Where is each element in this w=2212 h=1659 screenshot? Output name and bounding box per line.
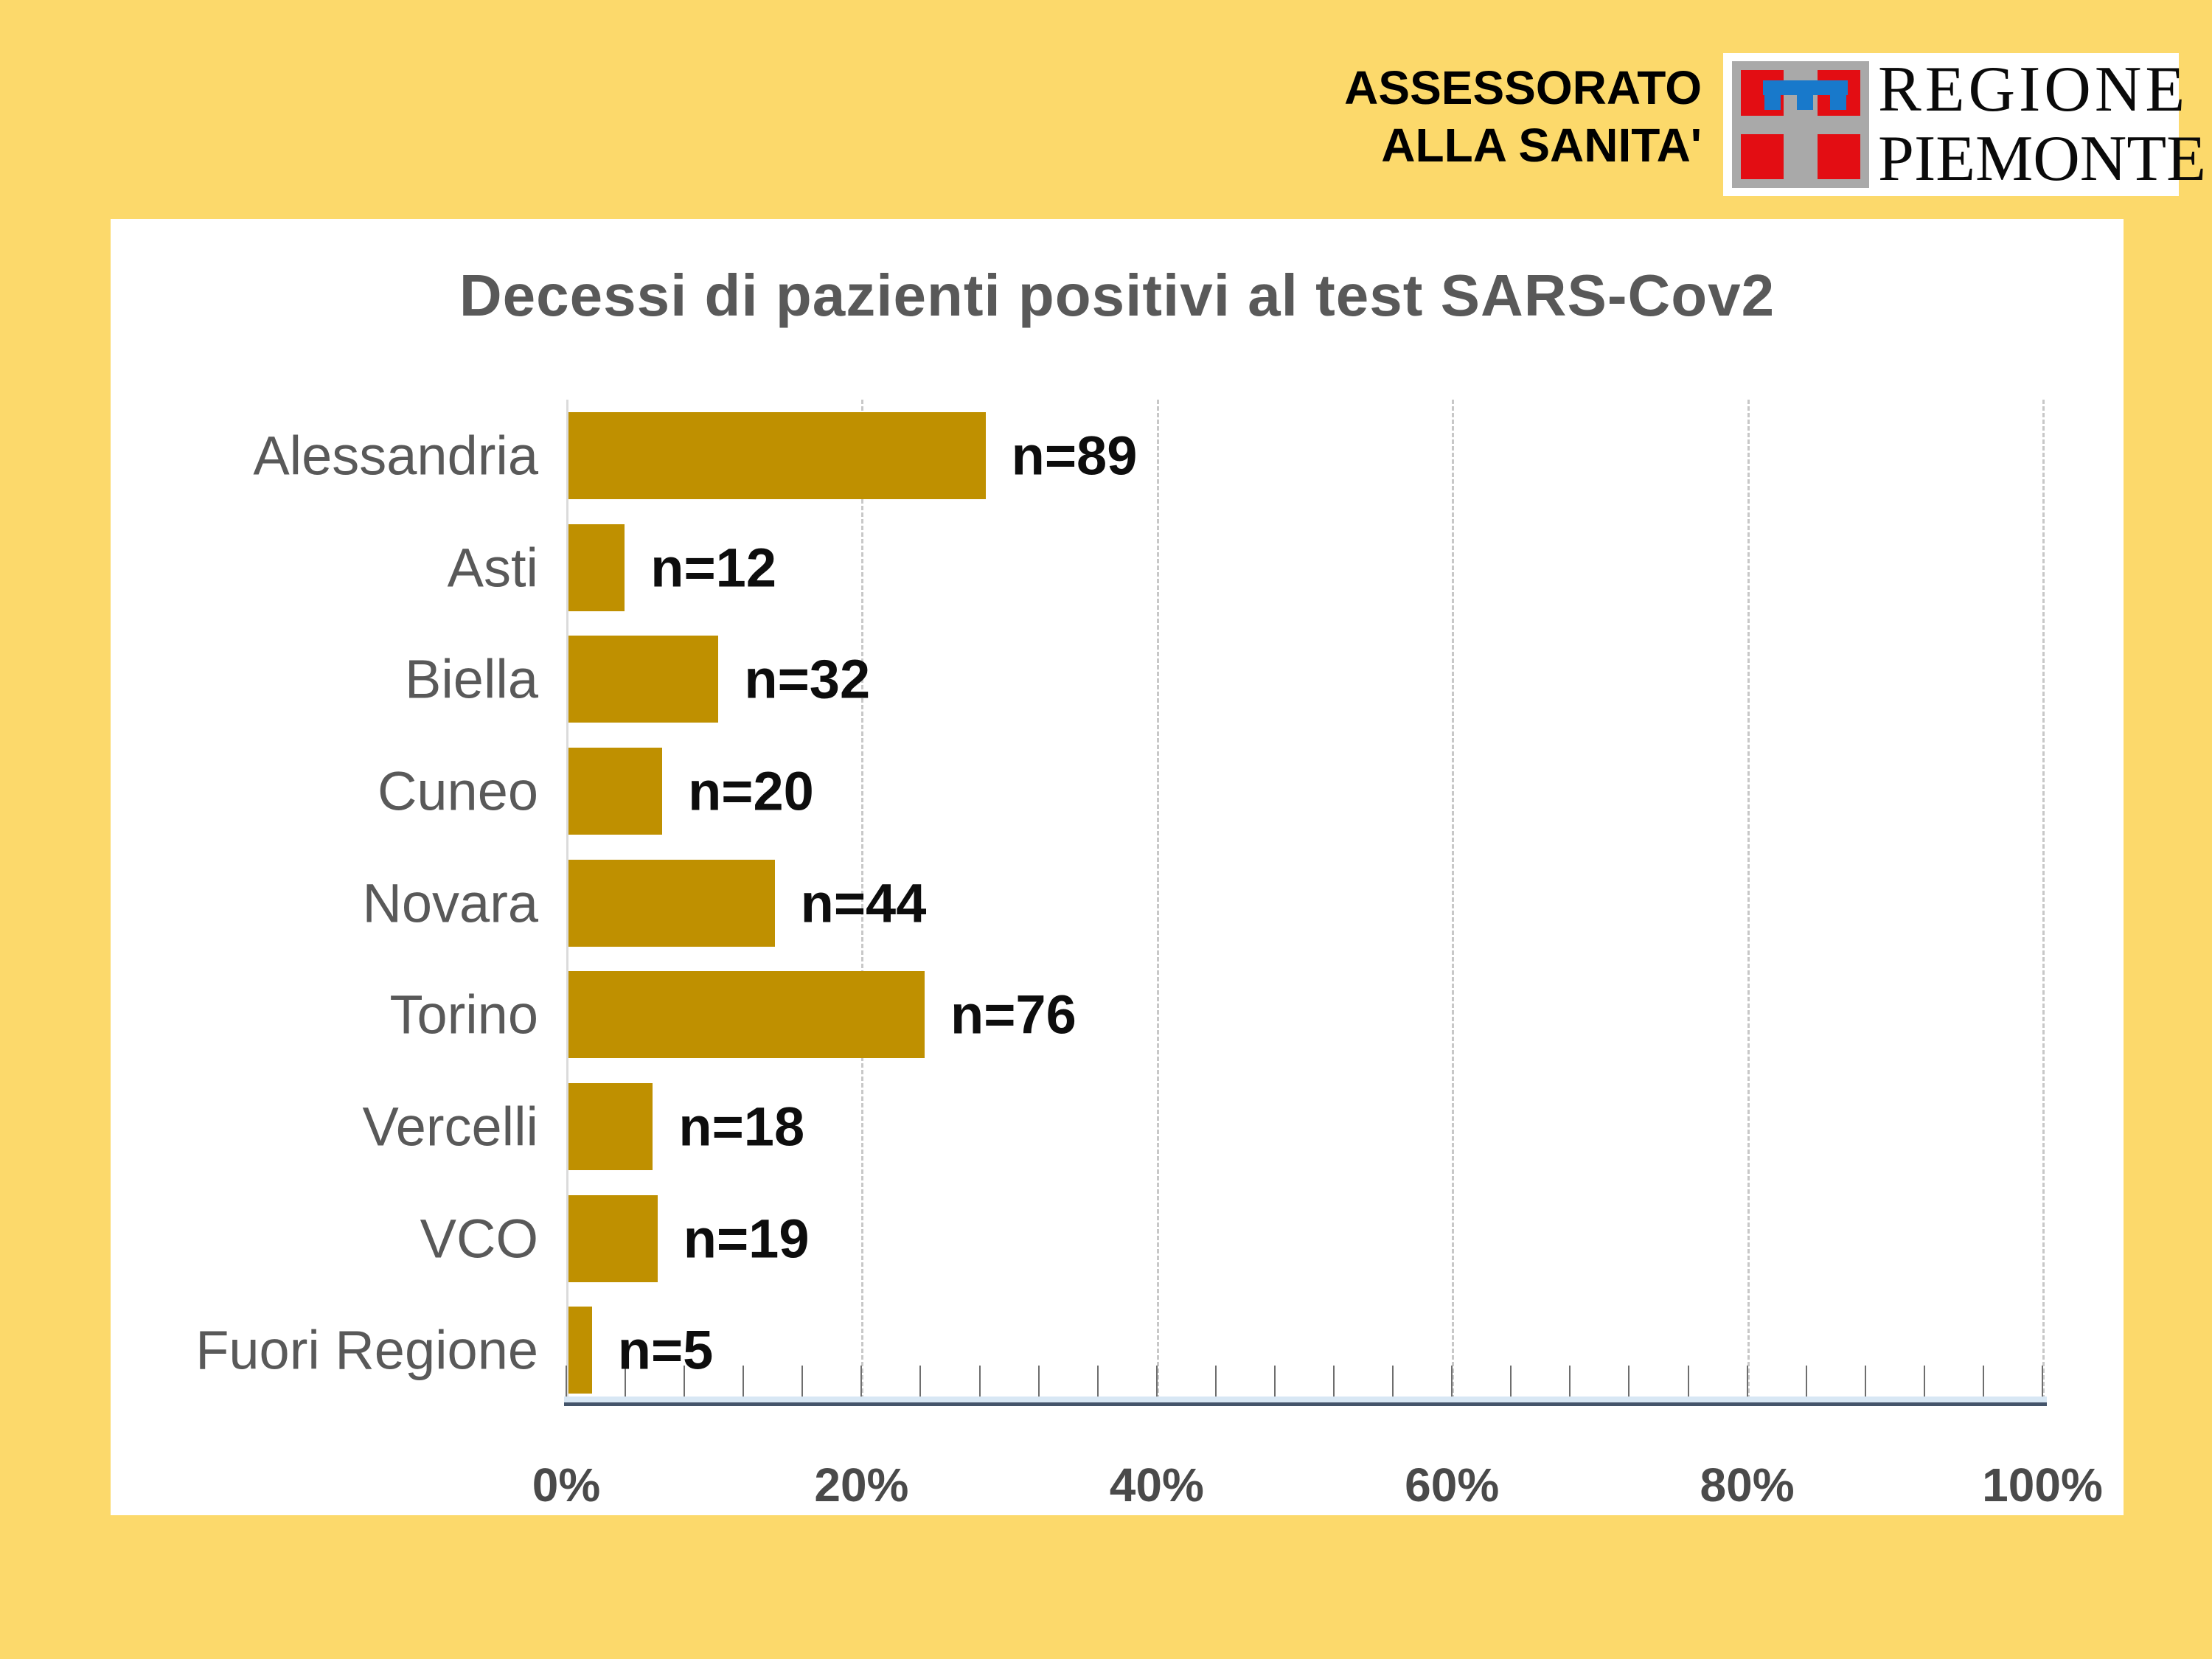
bar-torino — [568, 971, 925, 1059]
axis-tickmark — [801, 1366, 804, 1397]
bar-vco — [568, 1194, 658, 1282]
axis-tickmark — [1392, 1366, 1394, 1397]
axis-tickmark — [1510, 1366, 1512, 1397]
axis-tickmark — [2042, 1366, 2043, 1397]
axis-tickmark — [1333, 1366, 1335, 1397]
x-tick-label-80: 80% — [1700, 1458, 1795, 1512]
chart-panel: Decessi di pazienti positivi al test SAR… — [111, 219, 2124, 1515]
x-tick-label-40: 40% — [1109, 1458, 1204, 1512]
axis-tickmark — [919, 1366, 922, 1397]
axis-tickmark — [1214, 1366, 1217, 1397]
axis-tickmark — [860, 1366, 863, 1397]
axis-tickmark — [1805, 1366, 1807, 1397]
axis-tickmark — [742, 1366, 745, 1397]
x-tick-label-20: 20% — [814, 1458, 909, 1512]
category-label-vco: VCO — [420, 1208, 538, 1269]
value-label: n=89 — [1011, 425, 1138, 487]
axis-tickmark — [978, 1366, 981, 1397]
value-label: n=19 — [683, 1208, 810, 1269]
axis-tickmark — [1096, 1366, 1099, 1397]
axis-tickmark — [1155, 1366, 1158, 1397]
axis-tickmark — [625, 1366, 627, 1397]
value-label: n=18 — [678, 1096, 805, 1158]
major-gridline-20 — [861, 400, 864, 1406]
category-label-alessandria: Alessandria — [253, 425, 538, 487]
chart-title: Decessi di pazienti positivi al test SAR… — [459, 262, 1775, 328]
piemonte-coat-of-arms-icon — [1732, 61, 1869, 188]
bar-asti — [568, 524, 625, 611]
category-label-asti: Asti — [447, 537, 538, 598]
x-tick-label-60: 60% — [1405, 1458, 1500, 1512]
axis-tickmark — [1037, 1366, 1040, 1397]
axis-tickmark — [1864, 1366, 1866, 1397]
bar-novara — [568, 859, 775, 947]
category-label-novara: Novara — [362, 872, 538, 933]
bar-vercelli — [568, 1082, 653, 1170]
axis-tickmark — [1923, 1366, 1925, 1397]
axis-tickmark — [1628, 1366, 1630, 1397]
bar-fuori-regione — [568, 1307, 592, 1394]
value-label: n=32 — [744, 648, 871, 710]
x-axis-line — [564, 1402, 2047, 1406]
axis-zero-line — [566, 400, 568, 1406]
department-header: ASSESSORATO ALLA SANITA' — [1344, 59, 1702, 174]
value-label: n=76 — [950, 984, 1077, 1046]
major-gridline-40 — [1156, 400, 1159, 1406]
axis-tickmark — [1687, 1366, 1689, 1397]
department-header-line1: ASSESSORATO — [1344, 61, 1702, 114]
category-label-biella: Biella — [405, 648, 538, 710]
major-gridline-80 — [1747, 400, 1750, 1406]
value-label: n=44 — [800, 872, 927, 933]
major-gridline-100 — [2042, 400, 2045, 1406]
category-label-cuneo: Cuneo — [377, 760, 538, 822]
category-label-fuori-regione: Fuori Regione — [195, 1319, 538, 1381]
logo-wordmark: REGIONE PIEMONTE — [1878, 55, 2206, 193]
axis-tickmark — [1982, 1366, 1984, 1397]
value-label: n=5 — [617, 1319, 714, 1381]
x-tick-label-100: 100% — [1982, 1458, 2103, 1512]
x-tick-label-0: 0% — [532, 1458, 601, 1512]
bar-cuneo — [568, 747, 663, 835]
axis-tickmark — [1273, 1366, 1276, 1397]
axis-tickmark — [684, 1366, 686, 1397]
axis-tickmark — [1451, 1366, 1453, 1397]
department-header-line2: ALLA SANITA' — [1381, 119, 1702, 172]
logo-wordmark-line1: REGIONE — [1878, 54, 2189, 125]
axis-tickmark — [1569, 1366, 1571, 1397]
logo-wordmark-line2: PIEMONTE — [1878, 123, 2206, 195]
category-label-torino: Torino — [389, 984, 538, 1046]
category-label-vercelli: Vercelli — [362, 1096, 538, 1158]
axis-tickmark — [1746, 1366, 1748, 1397]
axis-tickmark — [566, 1366, 567, 1397]
regione-piemonte-logo: REGIONE PIEMONTE — [1723, 53, 2206, 196]
value-label: n=12 — [650, 537, 776, 598]
x-axis-line-highlight — [564, 1397, 2047, 1402]
plot-area: n=89 n=12 n=32 n=20 n=44 n=76 n=18 n=19 n=5 — [564, 400, 2047, 1406]
bar-alessandria — [568, 411, 986, 499]
bar-biella — [568, 636, 719, 723]
major-gridline-60 — [1452, 400, 1455, 1406]
value-label: n=20 — [688, 760, 814, 822]
